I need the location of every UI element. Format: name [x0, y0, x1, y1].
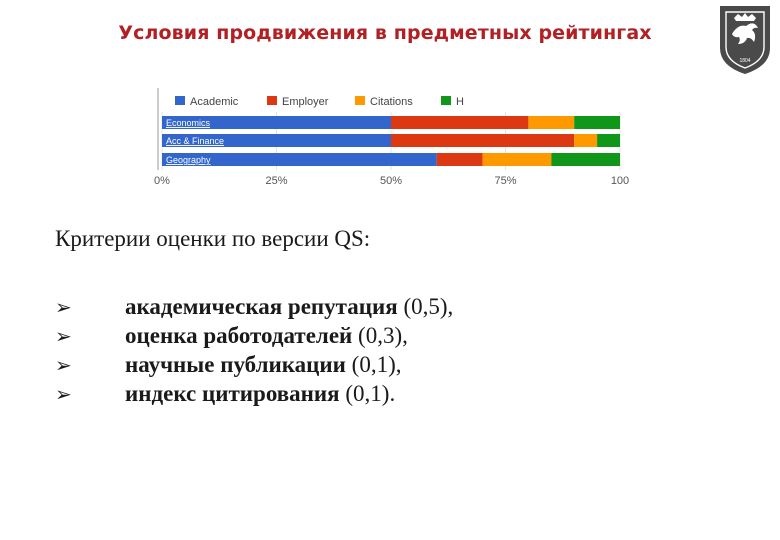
bar-segment: [574, 134, 598, 147]
legend-swatch: [441, 96, 451, 105]
chart-x-ticks: 0% 25% 50% 75% 100: [154, 175, 629, 187]
criteria-name: индекс цитирования: [125, 381, 340, 406]
arrow-bullet-icon: ➢: [55, 382, 72, 406]
legend-swatch: [175, 96, 185, 105]
legend-label: Employer: [282, 96, 329, 108]
criteria-item: ➢ научные публикации (0,1),: [55, 350, 453, 379]
category-label: Geography: [166, 155, 211, 165]
logo-year: 1804: [739, 58, 750, 64]
x-tick-label: 50%: [380, 175, 402, 187]
chart-category-labels: Economics Acc & Finance Geography: [166, 118, 224, 165]
legend-label: Citations: [370, 96, 413, 108]
legend-swatch: [355, 96, 365, 105]
chart-bars: [162, 116, 620, 166]
bar-segment: [436, 153, 483, 166]
bar-segment: [597, 134, 620, 147]
chart-legend: Academic Employer Citations H: [175, 96, 464, 108]
bar-segment: [162, 116, 391, 129]
arrow-bullet-icon: ➢: [55, 295, 72, 319]
legend-swatch: [267, 96, 277, 105]
legend-label: Academic: [190, 96, 239, 108]
stacked-bar-chart: Academic Employer Citations H Economics Acc …: [154, 88, 629, 187]
criteria-list: ➢ академическая репутация (0,5), ➢ оценка …: [55, 292, 453, 408]
criteria-weight: (0,1).: [345, 381, 396, 406]
x-tick-label: 0%: [154, 175, 170, 187]
bar-segment: [551, 153, 620, 166]
criteria-name: оценка работодателей: [125, 323, 353, 348]
university-crest-icon: 1804: [720, 6, 770, 74]
bar-segment: [528, 116, 575, 129]
bar-segment: [482, 153, 552, 166]
bar-segment: [574, 116, 620, 129]
criteria-heading: Критерии оценки по версии QS:: [55, 226, 371, 251]
criteria-weight: (0,5),: [403, 294, 454, 319]
criteria-item: ➢ оценка работодателей (0,3),: [55, 321, 453, 350]
bar-segment: [162, 153, 437, 166]
criteria-item: ➢ индекс цитирования (0,1).: [55, 379, 453, 408]
criteria-weight: (0,1),: [351, 352, 402, 377]
criteria-name: академическая репутация: [125, 294, 398, 319]
bar-segment: [391, 134, 575, 147]
criteria-name: научные публикации: [125, 352, 346, 377]
arrow-bullet-icon: ➢: [55, 324, 72, 348]
bar-segment: [391, 116, 529, 129]
x-tick-label: 25%: [265, 175, 287, 187]
x-tick-label: 75%: [494, 175, 516, 187]
criteria-weight: (0,3),: [358, 323, 408, 348]
bar-segment: [162, 134, 391, 147]
category-label: Economics: [166, 118, 211, 128]
slide-title: Условия продвижения в предметных рейтинг…: [118, 22, 652, 44]
x-tick-label: 100: [611, 175, 629, 187]
legend-label: H: [456, 96, 464, 108]
criteria-item: ➢ академическая репутация (0,5),: [55, 292, 453, 321]
category-label: Acc & Finance: [166, 136, 224, 146]
arrow-bullet-icon: ➢: [55, 353, 72, 377]
